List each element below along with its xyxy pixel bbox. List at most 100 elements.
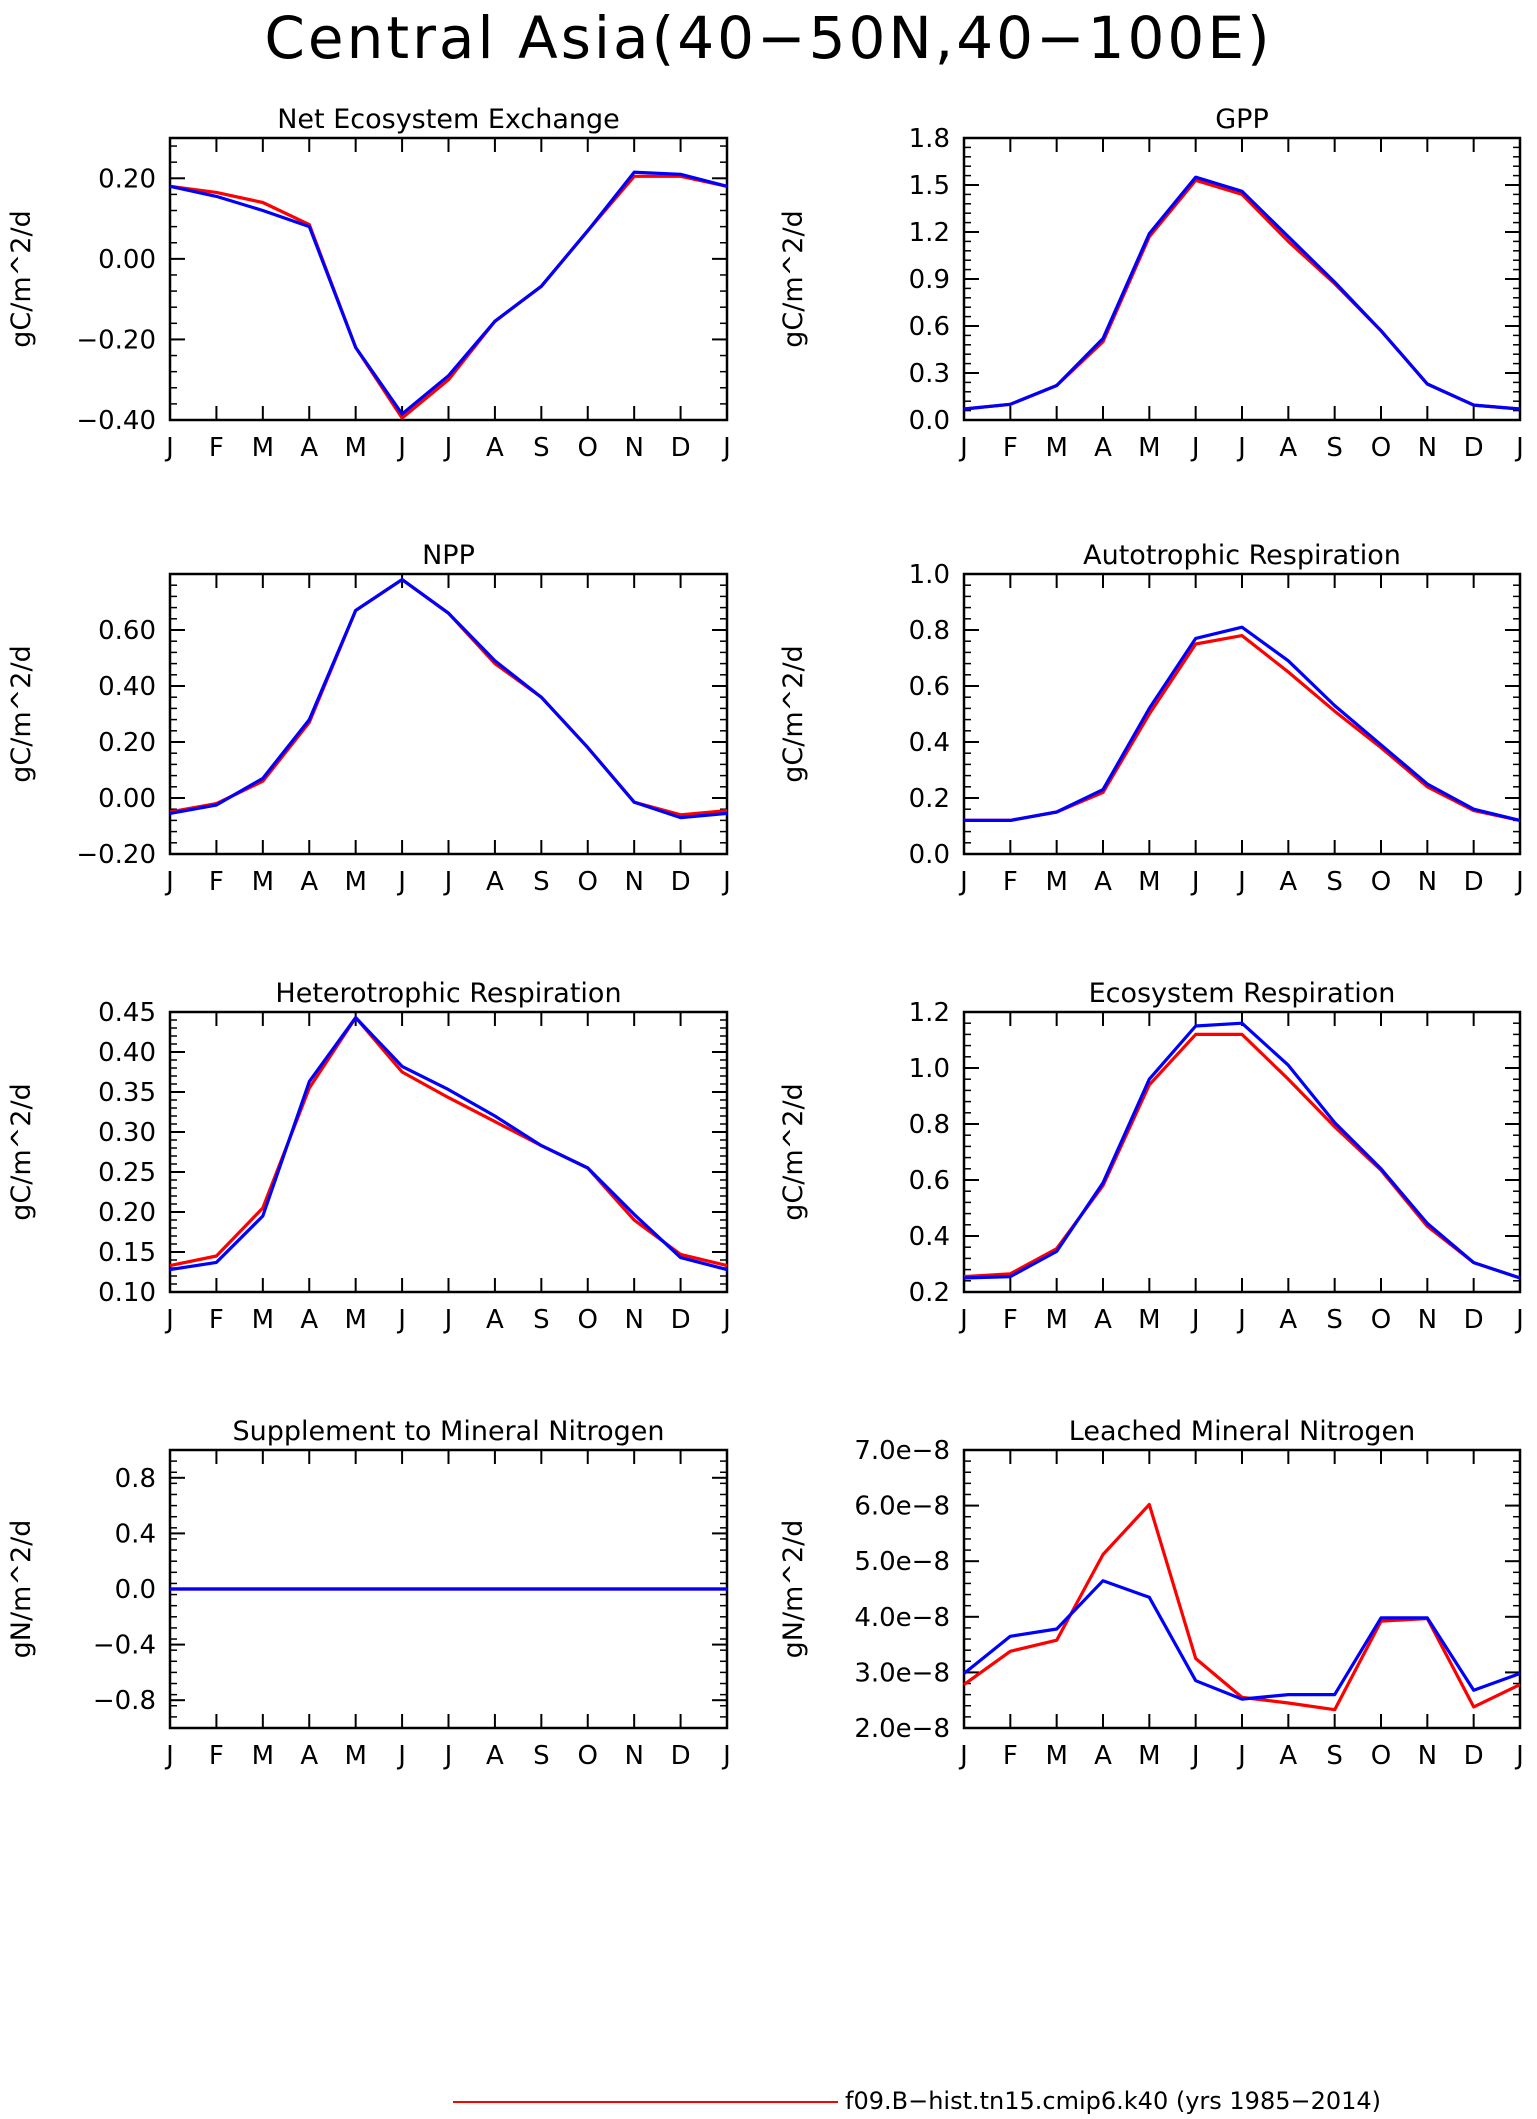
y-tick-label: −0.4	[93, 1631, 156, 1661]
x-tick-label: M	[1045, 867, 1067, 897]
plot-frame	[962, 1448, 1522, 1730]
y-tick-label: 0.00	[98, 784, 156, 814]
x-tick-label: D	[671, 1741, 691, 1771]
x-tick-label: M	[252, 433, 274, 463]
x-tick-label: J	[958, 1741, 968, 1771]
plot-frame	[168, 1010, 729, 1294]
y-tick-label: 6.0e−8	[854, 1492, 950, 1522]
y-axis-label: gC/m^2/d	[778, 210, 809, 347]
y-axis-label: gN/m^2/d	[6, 1520, 37, 1659]
y-axis-label: gC/m^2/d	[6, 210, 37, 347]
y-tick-label: 0.20	[98, 1198, 156, 1228]
chart-title: Leached Mineral Nitrogen	[1069, 1416, 1415, 1447]
x-tick-label: J	[443, 1305, 453, 1335]
x-tick-label: M	[344, 1305, 366, 1335]
x-tick-label: A	[1279, 867, 1297, 897]
x-tick-label: O	[1371, 1741, 1391, 1771]
x-tick-label: A	[486, 867, 504, 897]
x-tick-label: A	[486, 433, 504, 463]
x-tick-label: A	[1279, 1741, 1297, 1771]
x-tick-label: J	[958, 433, 968, 463]
x-tick-label: S	[533, 867, 550, 897]
x-tick-label: N	[1418, 1305, 1437, 1335]
x-tick-label: M	[1045, 1305, 1067, 1335]
y-tick-label: 1.5	[909, 171, 950, 201]
y-tick-label: 1.8	[909, 124, 950, 154]
y-tick-label: −0.20	[76, 840, 156, 870]
x-tick-label: A	[1094, 1305, 1112, 1335]
x-tick-label: F	[1003, 1305, 1018, 1335]
y-tick-label: 0.9	[909, 265, 950, 295]
x-tick-label: J	[396, 1305, 406, 1335]
legend-line-red	[453, 2101, 838, 2103]
chart-title: NPP	[422, 540, 475, 571]
y-tick-label: 0.2	[909, 1278, 950, 1308]
y-axis-label: gN/m^2/d	[778, 1520, 809, 1659]
y-tick-label: 0.6	[909, 672, 950, 702]
x-tick-label: F	[209, 867, 224, 897]
y-tick-label: 0.0	[909, 840, 950, 870]
y-axis-label: gC/m^2/d	[6, 645, 37, 782]
x-tick-label: J	[396, 433, 406, 463]
x-tick-label: J	[1236, 867, 1246, 897]
series-line-blue	[962, 1579, 1521, 1701]
chart-panel-5: J F M A M J J A S O N D J0.100.150.200.250.300.350.4…	[6, 978, 731, 1335]
x-tick-label: D	[1464, 1305, 1484, 1335]
y-tick-label: 0.8	[115, 1464, 156, 1494]
x-tick-label: N	[1418, 433, 1437, 463]
series-line-blue	[963, 175, 1521, 411]
series-line-blue	[169, 1015, 728, 1272]
y-tick-label: 5.0e−8	[854, 1547, 950, 1577]
series-line-red	[963, 1502, 1521, 1712]
y-tick-label: −0.20	[76, 325, 156, 355]
chart-title: Supplement to Mineral Nitrogen	[233, 1416, 665, 1447]
chart-title: Heterotrophic Respiration	[275, 978, 621, 1009]
chart-title: GPP	[1215, 104, 1269, 135]
y-tick-label: 0.8	[909, 616, 950, 646]
x-tick-label: D	[671, 433, 691, 463]
y-tick-label: 1.2	[909, 218, 950, 248]
chart-panel-6: J F M A M J J A S O N D J0.20.40.60.81.01.2Ecosystem…	[778, 978, 1524, 1335]
x-tick-label: J	[721, 433, 731, 463]
y-tick-label: 0.40	[98, 1038, 156, 1068]
series-line-red	[964, 633, 1521, 823]
y-tick-label: 0.35	[98, 1078, 156, 1108]
x-tick-label: A	[300, 1305, 318, 1335]
x-tick-label: A	[1094, 867, 1112, 897]
x-tick-label: J	[1190, 1741, 1200, 1771]
x-tick-label: M	[1138, 1305, 1160, 1335]
series-line-blue	[169, 577, 728, 820]
x-tick-label: J	[396, 1741, 406, 1771]
x-tick-label: J	[1190, 1305, 1200, 1335]
series-line-red	[169, 174, 728, 420]
y-tick-label: 1.0	[909, 560, 950, 590]
y-tick-label: 0.6	[909, 1166, 950, 1196]
x-tick-label: A	[300, 1741, 318, 1771]
series-line-red	[963, 1032, 1521, 1280]
x-tick-label: M	[344, 1741, 366, 1771]
y-tick-label: 0.8	[909, 1110, 950, 1140]
x-tick-label: A	[300, 867, 318, 897]
x-tick-label: N	[624, 867, 643, 897]
y-tick-label: 0.0	[909, 406, 950, 436]
y-tick-label: 3.0e−8	[854, 1658, 950, 1688]
x-tick-label: O	[1371, 1305, 1391, 1335]
x-tick-label: J	[721, 1741, 731, 1771]
x-tick-label: J	[721, 1305, 731, 1335]
chart-title: Ecosystem Respiration	[1089, 978, 1396, 1009]
y-tick-label: 0.60	[98, 616, 156, 646]
x-tick-label: S	[1326, 867, 1343, 897]
x-tick-label: J	[1236, 1741, 1246, 1771]
x-tick-label: F	[209, 1741, 224, 1771]
x-tick-label: J	[1190, 867, 1200, 897]
x-tick-label: M	[252, 1305, 274, 1335]
x-tick-label: F	[1003, 867, 1018, 897]
x-tick-label: M	[344, 867, 366, 897]
x-tick-label: J	[1236, 1305, 1246, 1335]
chart-panel-3: J F M A M J J A S O N D J−0.200.000.200.400.60NPPgC/…	[6, 540, 731, 897]
y-tick-label: 0.2	[909, 784, 950, 814]
y-tick-label: 0.20	[98, 728, 156, 758]
x-tick-label: F	[1003, 433, 1018, 463]
x-tick-label: S	[1326, 1741, 1343, 1771]
